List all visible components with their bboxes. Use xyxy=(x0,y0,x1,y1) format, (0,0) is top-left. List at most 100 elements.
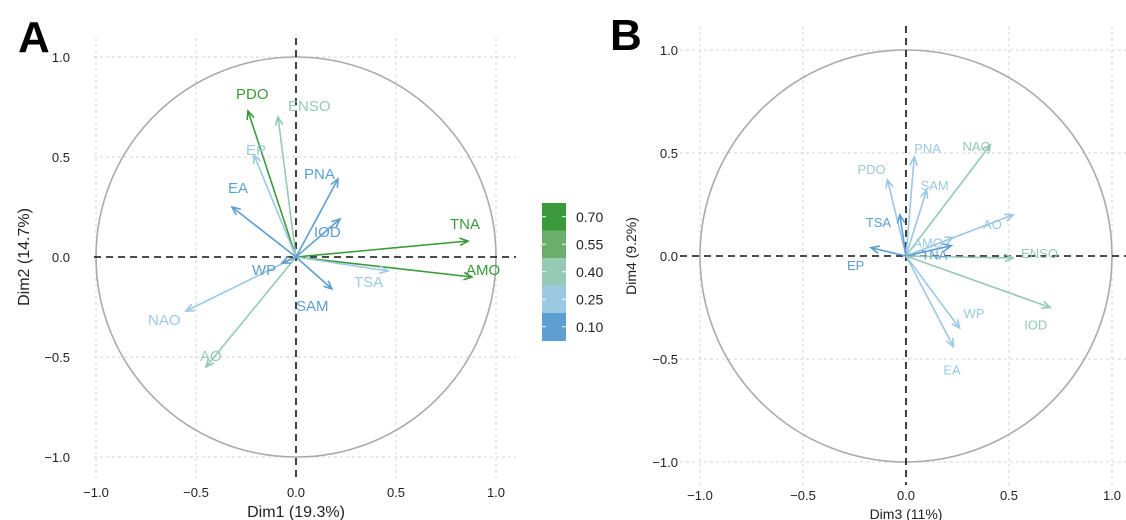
y-tick-label: −0.5 xyxy=(44,350,70,365)
arrowhead-tsa xyxy=(896,212,906,224)
var-label-sam: SAM xyxy=(296,298,329,315)
arrow-ea xyxy=(905,255,955,348)
arrow-tna xyxy=(905,244,952,257)
arrowhead-sam xyxy=(920,188,929,200)
arrow-ea xyxy=(231,206,297,258)
panel-b-y-axis-label: Dim4 (9.2%) xyxy=(623,217,639,295)
arrowhead-pdo xyxy=(246,109,255,121)
x-tick-label: −0.5 xyxy=(790,488,816,503)
arrowhead-pna xyxy=(330,177,339,189)
arrowhead-tna xyxy=(942,243,954,252)
legend-tick-label: 0.40 xyxy=(576,264,603,280)
var-label-tna: TNA xyxy=(450,216,480,233)
arrowhead-ao xyxy=(1004,213,1015,222)
arrowhead-amo xyxy=(944,236,956,245)
y-tick-label: −1.0 xyxy=(652,455,678,470)
var-label-ep: EP xyxy=(847,258,864,273)
arrowhead-amo xyxy=(463,271,474,281)
arrow-nao xyxy=(185,256,297,312)
arrow-enso xyxy=(905,255,1014,259)
panel-b-y-ticks: −1.0 −0.5 0.0 0.5 1.0 xyxy=(652,43,678,470)
y-tick-label: 0.0 xyxy=(52,250,70,265)
x-tick-label: 0.5 xyxy=(387,485,405,500)
arrowhead-tsa xyxy=(379,265,390,275)
arrow-pna xyxy=(295,178,339,258)
var-label-wp: WP xyxy=(252,262,276,279)
arrowhead-tna xyxy=(459,237,470,247)
arrowhead-enso xyxy=(1004,253,1016,263)
legend-tick-label: 0.25 xyxy=(576,291,603,307)
arrow-ao xyxy=(205,256,297,368)
arrowhead-pna xyxy=(909,155,918,166)
arrow-wp xyxy=(905,255,961,329)
var-label-nao: NAO xyxy=(962,139,990,154)
var-label-pna: PNA xyxy=(304,166,335,183)
var-label-ao: AO xyxy=(200,348,222,365)
y-tick-label: 0.5 xyxy=(52,150,70,165)
contrib-color-legend: 0.70 0.55 0.40 0.25 0.10 xyxy=(542,203,603,341)
panel-a-y-ticks: −1.0 −0.5 0.0 0.5 1.0 xyxy=(44,50,70,465)
x-tick-label: −1.0 xyxy=(687,488,713,503)
var-label-amo: AMO xyxy=(466,262,500,279)
panel-b: B NAO PNA PDO SAM TSA AO AMO ENSO EP TNA IOD WP EA −… xyxy=(610,11,1126,520)
var-label-pdo: PDO xyxy=(236,86,269,103)
var-label-nao: NAO xyxy=(148,312,181,329)
y-tick-label: 0.5 xyxy=(660,146,678,161)
arrowhead-nao xyxy=(184,303,196,312)
legend-tick-label: 0.70 xyxy=(576,209,603,225)
arrow-sam xyxy=(905,189,928,257)
var-label-tsa: TSA xyxy=(354,274,383,291)
x-tick-label: 0.5 xyxy=(1000,488,1018,503)
arrowhead-iod xyxy=(1041,300,1053,309)
arrow-ep xyxy=(253,154,297,258)
y-tick-label: −0.5 xyxy=(652,352,678,367)
var-label-ea: EA xyxy=(228,180,248,197)
panel-a-x-axis-label: Dim1 (19.3%) xyxy=(247,504,345,520)
panel-a-label: A xyxy=(18,13,50,62)
arrow-amo xyxy=(905,236,954,257)
var-label-pna: PNA xyxy=(914,141,941,156)
var-label-ao: AO xyxy=(983,217,1002,232)
arrow-ep xyxy=(870,246,907,257)
legend-tick-label: 0.55 xyxy=(576,236,603,252)
arrow-tsa xyxy=(899,214,907,257)
y-tick-label: 0.0 xyxy=(660,249,678,264)
x-tick-label: 0.0 xyxy=(897,488,915,503)
arrowhead-sam xyxy=(323,280,334,291)
var-label-enso: ENSO xyxy=(288,98,331,115)
x-tick-label: −1.0 xyxy=(83,485,109,500)
arrow-iod xyxy=(295,218,341,258)
panel-b-arrows: NAO PNA PDO SAM TSA AO AMO ENSO EP TNA IOD WP EA xyxy=(847,139,1058,378)
var-label-iod: IOD xyxy=(1024,318,1047,333)
y-tick-label: 1.0 xyxy=(660,43,678,58)
var-label-ea: EA xyxy=(943,363,961,378)
arrow-nao xyxy=(905,144,992,257)
panel-a-y-axis-label: Dim2 (14.7%) xyxy=(16,208,33,306)
arrowhead-ep xyxy=(252,153,262,165)
arrow-wp xyxy=(281,256,297,264)
arrow-enso xyxy=(277,116,297,258)
arrow-amo xyxy=(295,256,473,278)
arrowhead-iod xyxy=(331,217,342,228)
y-tick-label: −1.0 xyxy=(44,450,70,465)
legend-tick-label: 0.10 xyxy=(576,319,603,335)
x-tick-label: 1.0 xyxy=(487,485,505,500)
arrowhead-ao xyxy=(204,358,215,369)
arrowhead-wp xyxy=(951,319,961,330)
arrowhead-ea xyxy=(230,205,241,216)
panel-b-x-axis-label: Dim3 (11%) xyxy=(870,506,943,520)
arrowhead-ea xyxy=(945,337,955,349)
arrow-pdo xyxy=(886,179,907,257)
var-label-sam: SAM xyxy=(921,178,949,193)
arrowhead-ep xyxy=(869,245,880,254)
var-label-tsa: TSA xyxy=(866,215,892,230)
panel-a-x-ticks: −1.0 −0.5 0.0 0.5 1.0 xyxy=(83,485,505,500)
arrow-pna xyxy=(905,157,916,257)
var-label-pdo: PDO xyxy=(857,162,885,177)
panel-b-label: B xyxy=(610,11,642,60)
var-label-iod: IOD xyxy=(314,224,341,241)
var-label-tna: TNA xyxy=(921,248,947,263)
arrow-tna xyxy=(295,240,469,258)
arrowhead-enso xyxy=(274,115,284,126)
